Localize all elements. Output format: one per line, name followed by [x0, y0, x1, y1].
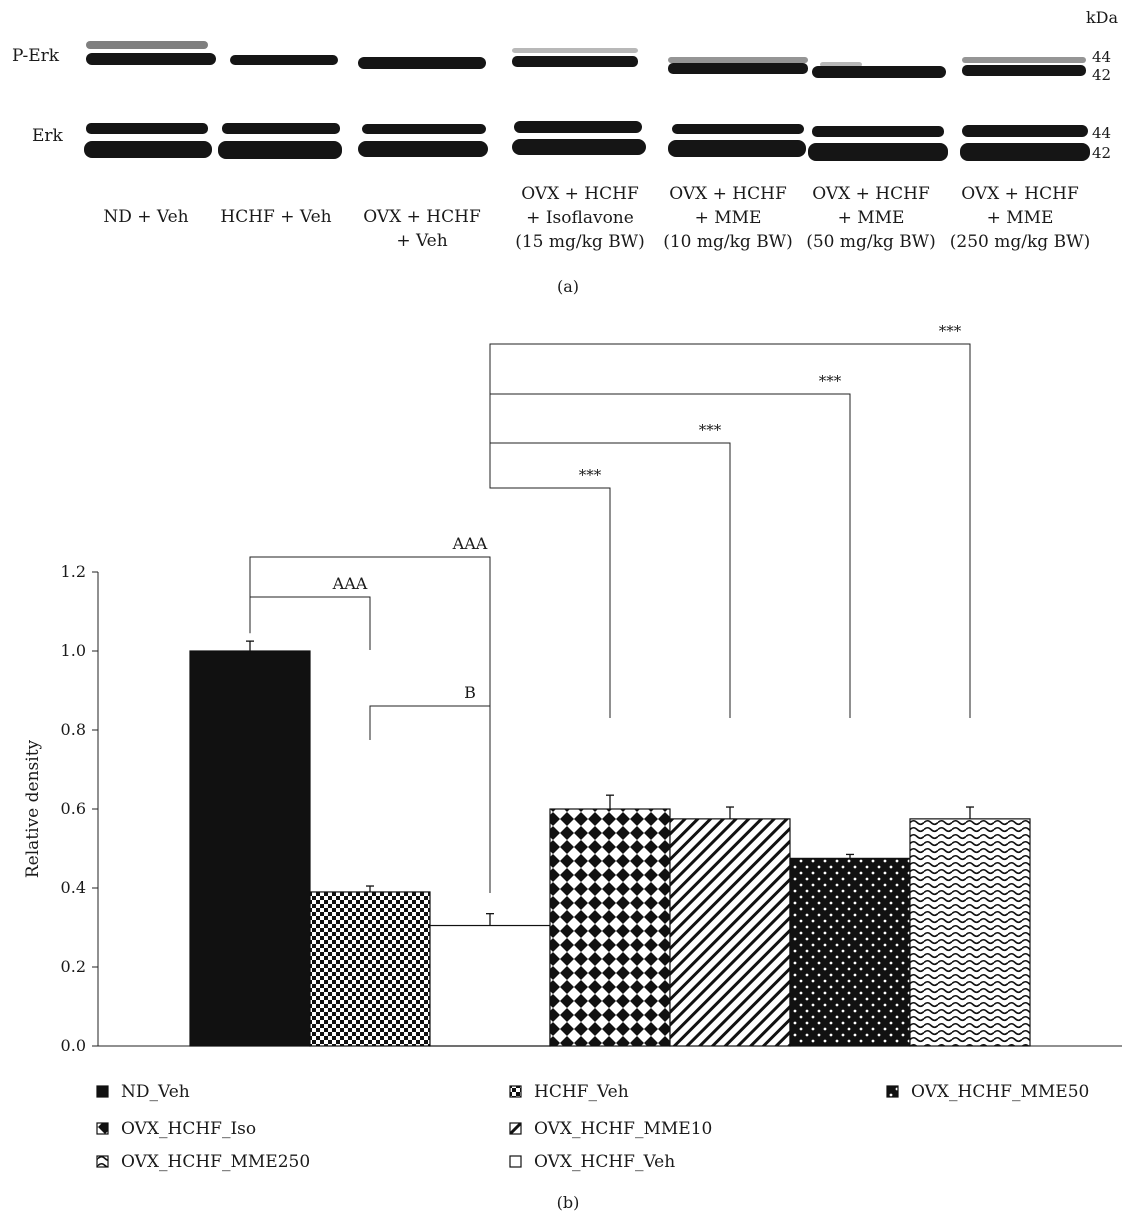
legend-swatch [886, 1085, 899, 1098]
legend-item-label: ND_Veh [121, 1082, 190, 1102]
legend-swatch [96, 1085, 109, 1098]
significance-bracket [369, 705, 491, 893]
bar [669, 818, 791, 1047]
significance-bracket [249, 596, 371, 650]
bar [789, 857, 911, 1047]
bar [189, 650, 311, 1047]
significance-label: *** [699, 421, 722, 439]
y-tick-label: 0.2 [61, 957, 86, 976]
band [808, 143, 948, 161]
band [218, 141, 342, 159]
y-tick-label: 0.0 [61, 1036, 86, 1055]
y-tick-label: 0.8 [61, 720, 86, 739]
marker-perk-42: 42 [1092, 66, 1111, 84]
blot-row-label-perk: P-Erk [12, 46, 60, 66]
bar [549, 808, 671, 1047]
legend-item-label: OVX_HCHF_MME10 [534, 1119, 712, 1139]
band [512, 48, 638, 53]
legend-swatch [509, 1085, 522, 1098]
band [358, 141, 488, 157]
band [962, 57, 1086, 63]
band [668, 63, 808, 74]
band [812, 66, 946, 78]
lane-label-5: OVX + HCHF + MME (10 mg/kg BW) [663, 184, 793, 252]
marker-erk-42: 42 [1092, 144, 1111, 162]
marker-erk-44: 44 [1092, 124, 1111, 142]
bar-chart: 0.0 0.2 0.4 0.6 0.8 1.0 1.2 Relative density AAA… [23, 322, 1122, 1172]
band [820, 62, 862, 67]
band [86, 123, 208, 134]
lane-label-6: OVX + HCHF + MME (50 mg/kg BW) [806, 184, 936, 252]
blot-row-label-erk: Erk [32, 126, 64, 146]
marker-perk-44: 44 [1092, 48, 1111, 66]
lane-labels: ND + Veh HCHF + Veh OVX + HCHF + Veh OVX … [103, 184, 1090, 252]
y-tick-label: 0.6 [61, 799, 86, 818]
legend-swatch [509, 1122, 522, 1135]
band [84, 141, 212, 158]
bar [429, 924, 551, 1047]
y-axis-label: Relative density [23, 739, 43, 878]
band [86, 53, 216, 65]
band [358, 57, 486, 69]
band [668, 140, 806, 157]
band [962, 65, 1086, 76]
legend-swatch [96, 1155, 109, 1168]
significance-label: B [464, 683, 476, 702]
significance-bracket [489, 485, 611, 718]
band [668, 57, 808, 63]
legend-item-label: OVX_HCHF_Veh [534, 1152, 675, 1172]
panel-label-b: (b) [557, 1193, 580, 1212]
legend-item-label: OVX_HCHF_Iso [121, 1119, 256, 1139]
lane-label-3: OVX + HCHF + Veh [363, 207, 481, 251]
significance-label: *** [819, 372, 842, 390]
band [514, 121, 642, 133]
band [222, 123, 340, 134]
band [86, 41, 208, 49]
legend-swatch [509, 1155, 522, 1168]
bar [309, 891, 431, 1047]
y-tick-label: 1.2 [61, 562, 86, 581]
bar [909, 818, 1031, 1047]
significance-label: AAA [452, 534, 488, 553]
lane-label-4: OVX + HCHF + Isoflavone (15 mg/kg BW) [515, 184, 645, 252]
significance-bracket [249, 556, 491, 845]
band [230, 55, 338, 65]
band [812, 126, 944, 137]
significance-label: *** [579, 466, 602, 484]
legend-item-label: HCHF_Veh [534, 1082, 629, 1102]
band [672, 124, 804, 134]
blot-bands [84, 41, 1090, 161]
y-tick-label: 1.0 [61, 641, 86, 660]
legend-swatch [96, 1122, 109, 1135]
lane-label-2: HCHF + Veh [220, 207, 331, 227]
y-tick-label: 0.4 [61, 878, 86, 897]
band [512, 56, 638, 67]
significance-label: *** [939, 322, 962, 340]
kda-label: kDa [1086, 8, 1119, 27]
lane-label-1: ND + Veh [103, 207, 188, 227]
band [512, 139, 646, 155]
band [362, 124, 486, 134]
western-blot-panel: kDa P-Erk Erk 44 42 44 42 [12, 8, 1118, 296]
panel-label-a: (a) [557, 277, 579, 296]
band [960, 143, 1090, 161]
legend-item-label: OVX_HCHF_MME50 [911, 1082, 1089, 1102]
lane-label-7: OVX + HCHF + MME (250 mg/kg BW) [950, 184, 1090, 252]
band [962, 125, 1088, 137]
significance-label: AAA [332, 574, 368, 593]
legend-item-label: OVX_HCHF_MME250 [121, 1152, 310, 1172]
significance-bracket [489, 343, 971, 718]
